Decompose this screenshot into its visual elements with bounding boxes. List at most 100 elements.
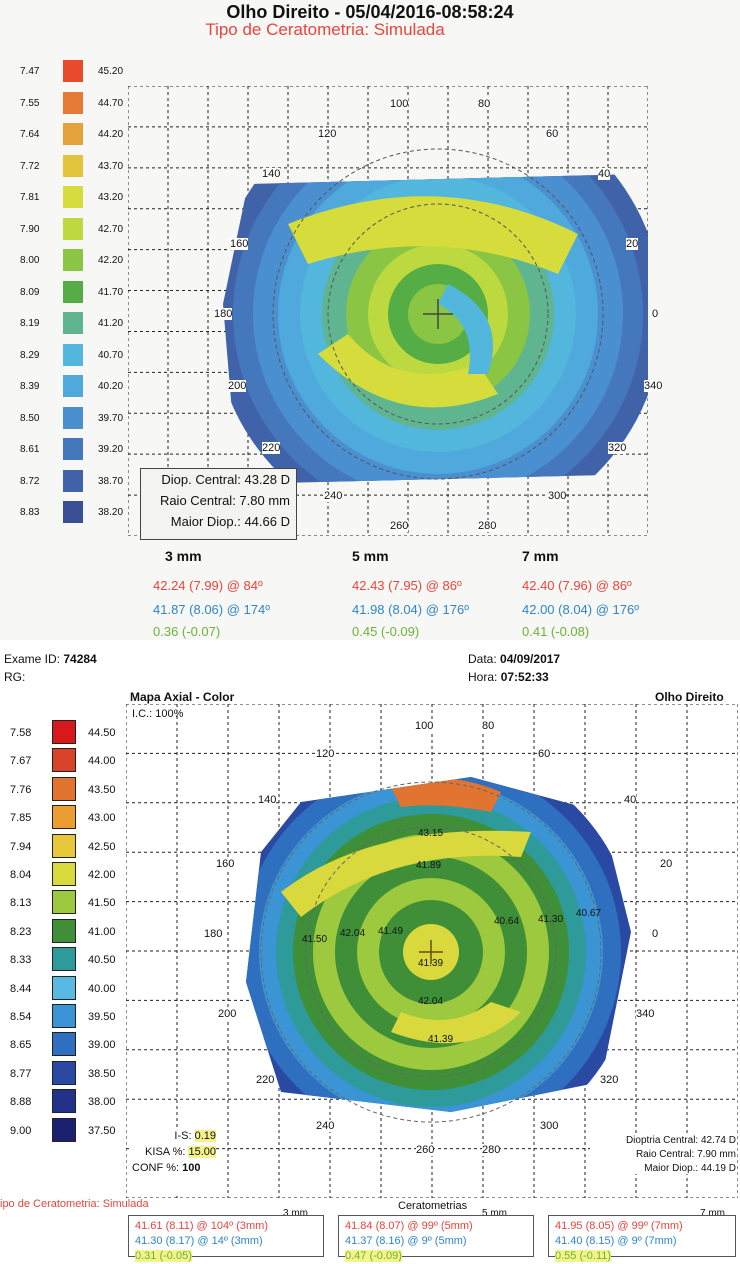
top-angle-label: 160 [230,238,249,250]
bottom-legend-swatch [52,1032,76,1057]
top-zone-7mm-label: 7 mm [522,548,559,564]
exam-id: 74284 [63,652,97,666]
bottom-legend-diopter: 38.00 [88,1096,116,1109]
top-legend-diopter: 43.70 [98,160,124,172]
top-legend-diopter: 38.70 [98,475,124,487]
top-legend-radius: 8.83 [20,507,40,518]
top-angle-label: 260 [390,520,409,532]
bottom-central-diopter: Dioptria Central: 42.74 D [625,1135,736,1146]
top-angle-label: 120 [318,128,337,140]
top-legend-radius: 7.55 [20,97,40,109]
top-7mm-cyl: 0.41 (-0.08) [522,624,590,639]
bottom-angle-label: 320 [600,1074,619,1086]
top-legend-radius: 7.47 [20,66,40,77]
top-angle-label: 320 [608,442,627,454]
map-point-value: 40.64 [494,916,520,927]
bottom-legend-swatch [52,975,76,1000]
indices-box: I-S: 0.19 KISA %: 15.00 CONF %: 100 [132,1130,216,1194]
top-5mm-steep: 42.43 (7.95) @ 86º [352,578,462,593]
top-legend-swatch [63,312,83,334]
bottom-legend-diopter: 39.00 [88,1039,116,1052]
bottom-legend-swatch [52,862,76,886]
top-zone-5mm-label: 5 mm [352,548,389,564]
bottom-legend-swatch [52,776,76,801]
bottom-3mm-flat: 41.30 (8.17) @ 14º (3mm) [135,1235,263,1247]
bottom-7mm-flat: 41.40 (8.15) @ 9º (7mm) [555,1235,677,1247]
bottom-3mm-steep: 41.61 (8.11) @ 104º (3mm) [135,1220,268,1232]
map-point-value: 40.67 [576,908,602,919]
right-info-box: Dioptria Central: 42.74 D Raio Central: … [590,1135,736,1174]
bottom-angle-label: 220 [256,1074,275,1086]
top-legend-radius: 8.72 [20,475,40,487]
top-legend-radius: 8.19 [20,318,40,329]
map-point-value: 41.30 [538,914,564,925]
top-legend-radius: 7.64 [20,129,40,140]
bottom-legend-swatch [52,890,76,915]
top-angle-label: 220 [262,442,281,454]
bottom-topography-map [126,704,738,1198]
top-legend-diopter: 40.20 [98,381,124,392]
top-legend-diopter: 45.20 [98,66,124,77]
exam-date: 04/09/2017 [500,652,561,666]
top-max-diopter: Maior Diop.: 44.66 D [170,514,290,529]
top-angle-label: 20 [626,238,639,250]
bottom-7mm-cyl: 0.55 (-0.11) [555,1250,612,1262]
kisa-value: 15.00 [188,1146,216,1158]
top-angle-label: 40 [598,168,611,180]
bottom-legend-radius: 8.33 [10,954,32,967]
bottom-angle-label: 160 [216,858,235,870]
top-legend-swatch [63,406,83,429]
map-title: Mapa Axial - Color [130,690,235,704]
top-central-diopter: Diop. Central: 43.28 D [161,472,290,487]
top-info-box: Diop. Central: 43.28 D Raio Central: 7.8… [140,468,297,540]
top-legend-diopter: 41.20 [98,318,124,329]
bottom-legend-radius: 8.13 [10,897,32,910]
bottom-legend-diopter: 41.50 [88,897,116,910]
bottom-legend-radius: 7.58 [10,727,32,739]
bottom-legend-radius: 8.54 [10,1011,32,1023]
map-point-value: 43.15 [418,828,444,839]
bottom-max-diopter: Maior Diop.: 44.19 D [644,1163,736,1174]
top-legend-swatch [63,343,83,366]
conf-label: CONF %: [132,1162,180,1174]
bottom-legend-diopter: 37.50 [88,1124,116,1137]
bottom-angle-label: 40 [624,794,637,806]
top-3mm-flat: 41.87 (8.06) @ 174º [153,602,270,617]
top-panel: Olho Direito - 05/04/2016-08:58:24 Tipo … [20,2,663,639]
top-legend-diopter: 40.70 [98,349,124,361]
bottom-legend-radius: 8.23 [10,925,32,938]
bottom-legend-diopter: 44.50 [88,727,116,739]
bottom-angle-label: 140 [258,794,277,806]
bottom-legend-radius: 8.77 [10,1067,32,1080]
top-legend-swatch [63,469,83,492]
kisa-label: KISA %: [145,1146,186,1158]
top-legend-swatch [63,91,83,114]
top-legend-radius: 8.61 [20,444,40,455]
bottom-legend-swatch [52,833,76,858]
bottom-zone-5mm-label: 5 mm [482,1208,507,1219]
top-angle-label: 140 [262,168,281,180]
bottom-angle-label: 80 [482,720,495,732]
top-5mm-cyl: 0.45 (-0.09) [352,624,420,639]
bottom-legend-swatch [52,720,76,744]
top-7mm-steep: 42.40 (7.96) @ 86º [522,578,632,593]
bottom-legend-radius: 7.85 [10,812,32,825]
bottom-legend-radius: 8.88 [10,1096,32,1109]
map-point-value: 41.89 [416,860,442,871]
date-label: Data: 04/09/2017 [468,652,561,666]
top-angle-label: 80 [478,98,491,110]
top-zone-3mm-label: 3 mm [165,548,202,564]
top-legend-diopter: 44.70 [98,97,124,109]
top-legend-diopter: 43.20 [98,192,124,203]
bottom-angle-label: 280 [482,1144,501,1156]
exam-time: 07:52:33 [500,670,549,684]
top-legend-swatch [63,280,83,303]
top-angle-label: 200 [228,380,247,392]
bottom-legend-diopter: 43.00 [88,812,116,825]
bottom-angle-label: 60 [538,748,551,760]
map-point-value: 41.50 [302,934,328,945]
bottom-ker-box-7mm: 41.95 (8.05) @ 99º (7mm) 41.40 (8.15) @ … [548,1215,736,1262]
top-legend-diopter: 38.20 [98,507,124,518]
bottom-legend-swatch [52,1060,76,1085]
bottom-legend-swatch [52,1089,76,1114]
